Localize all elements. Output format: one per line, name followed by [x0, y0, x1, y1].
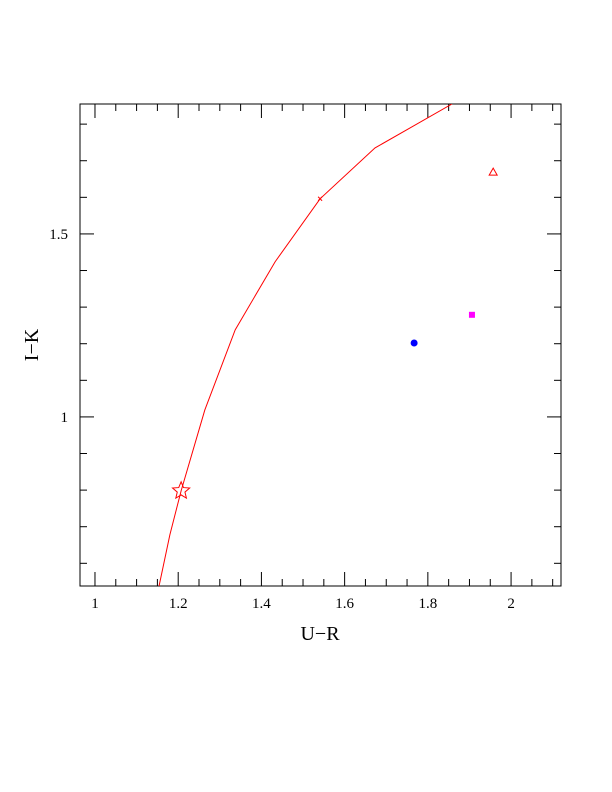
- x-tick-label: 1.6: [335, 596, 354, 612]
- y-tick-label: 1: [61, 410, 69, 426]
- x-tick-label: 1: [91, 596, 99, 612]
- x-tick-label: 1.4: [252, 596, 271, 612]
- circle-point: [410, 339, 418, 347]
- square-point: [468, 311, 475, 318]
- y-tick-label: 1.5: [49, 227, 68, 243]
- plot-frame: [79, 103, 562, 587]
- star-point: [171, 480, 191, 500]
- model-curve: [158, 104, 453, 586]
- triangle-point: [488, 167, 499, 176]
- x-tick-label: 1.2: [169, 596, 188, 612]
- x-tick-label: 1.8: [418, 596, 437, 612]
- x-tick-label: 2: [507, 596, 515, 612]
- y-axis-label: I−K: [21, 328, 43, 361]
- x-axis-label: U−R: [300, 623, 340, 645]
- cross-point: [317, 196, 323, 202]
